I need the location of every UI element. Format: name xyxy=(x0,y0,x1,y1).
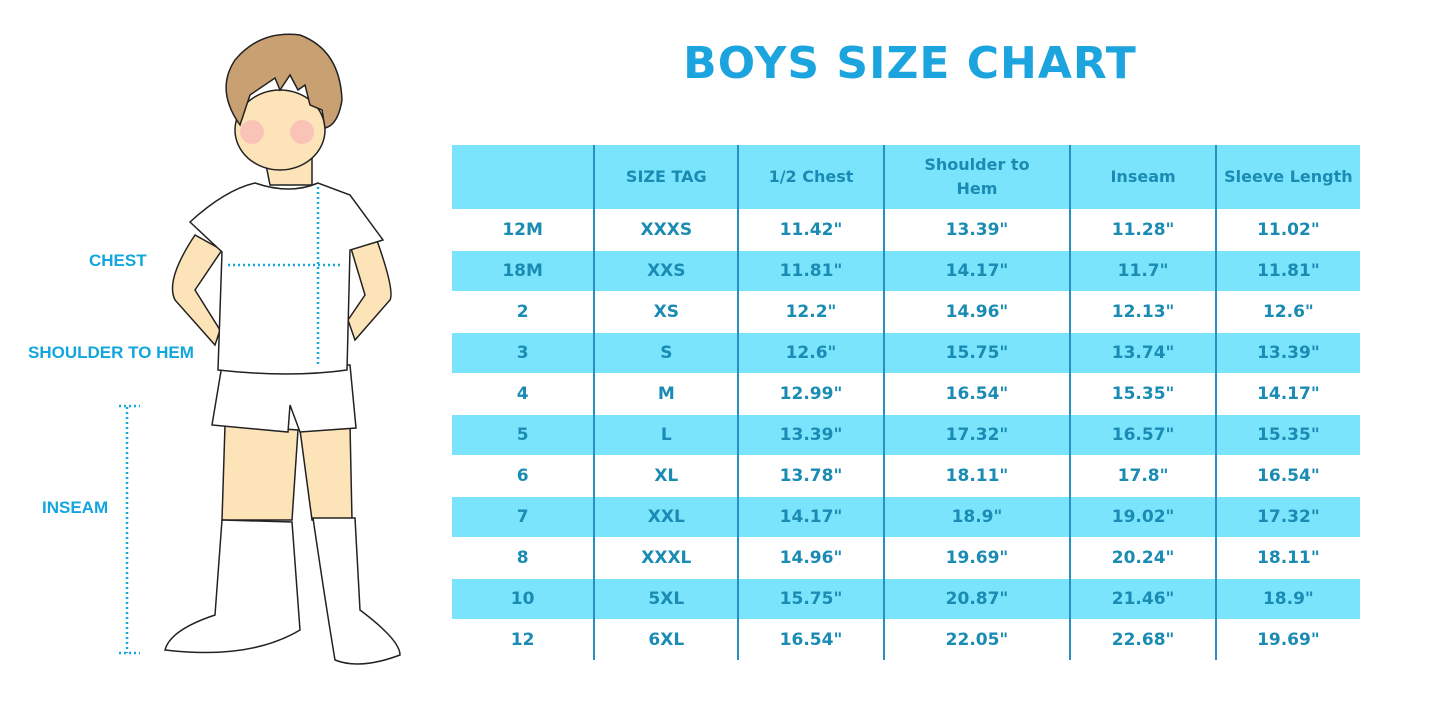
table-cell: 15.75" xyxy=(882,332,1071,374)
table-cell: 20.24" xyxy=(1069,537,1216,579)
table-cell: 15.35" xyxy=(1214,414,1360,456)
column-header: Sleeve Length xyxy=(1214,145,1360,210)
table-cell: 11.42" xyxy=(737,209,884,251)
column-header: SIZE TAG xyxy=(593,145,739,210)
chest-label: CHEST xyxy=(89,251,147,270)
table-cell: 18M xyxy=(452,250,595,292)
table-row: 12M XXXS 11.42" 13.39" 11.28" 11.02" xyxy=(452,209,1360,251)
table-row: 18M XXS 11.81" 14.17" 11.7" 11.81" xyxy=(452,250,1360,292)
table-cell: 16.57" xyxy=(1069,414,1216,456)
inseam-label: INSEAM xyxy=(42,498,109,517)
table-cell: 17.32" xyxy=(882,414,1071,456)
table-row: 10 5XL 15.75" 20.87" 21.46" 18.9" xyxy=(452,578,1360,620)
table-cell: 18.9" xyxy=(1214,578,1360,620)
table-cell: 18.9" xyxy=(882,496,1071,538)
table-cell: S xyxy=(593,332,739,374)
size-table: SIZE TAG 1/2 Chest Shoulder to Hem Inseam Sl… xyxy=(452,145,1360,660)
table-cell: 22.05" xyxy=(882,619,1071,660)
table-cell: 11.28" xyxy=(1069,209,1216,251)
table-row: 5 L 13.39" 17.32" 16.57" 15.35" xyxy=(452,414,1360,456)
table-cell: 13.74" xyxy=(1069,332,1216,374)
table-cell: 3 xyxy=(452,332,595,374)
column-header xyxy=(452,145,595,210)
column-header: 1/2 Chest xyxy=(737,145,884,210)
table-cell: 14.96" xyxy=(882,291,1071,333)
boy-illustration xyxy=(119,33,401,665)
table-cell: 19.69" xyxy=(882,537,1071,579)
table-cell: 16.54" xyxy=(882,373,1071,415)
table-cell: 2 xyxy=(452,291,595,333)
table-row: 8 XXXL 14.96" 19.69" 20.24" 18.11" xyxy=(452,537,1360,579)
table-cell: 8 xyxy=(452,537,595,579)
table-row: 12 6XL 16.54" 22.05" 22.68" 19.69" xyxy=(452,619,1360,660)
table-cell: XXXL xyxy=(593,537,739,579)
table-cell: 16.54" xyxy=(737,619,884,660)
table-cell: 6XL xyxy=(593,619,739,660)
table-cell: 13.78" xyxy=(737,455,884,497)
table-cell: 4 xyxy=(452,373,595,415)
table-cell: 21.46" xyxy=(1069,578,1216,620)
table-cell: XS xyxy=(593,291,739,333)
table-cell: 17.32" xyxy=(1214,496,1360,538)
table-cell: M xyxy=(593,373,739,415)
table-cell: 19.69" xyxy=(1214,619,1360,660)
table-cell: 16.54" xyxy=(1214,455,1360,497)
table-cell: 12.6" xyxy=(1214,291,1360,333)
table-cell: 19.02" xyxy=(1069,496,1216,538)
table-row: 7 XXL 14.17" 18.9" 19.02" 17.32" xyxy=(452,496,1360,538)
table-cell: 11.81" xyxy=(737,250,884,292)
table-row: 4 M 12.99" 16.54" 15.35" 14.17" xyxy=(452,373,1360,415)
table-cell: 5XL xyxy=(593,578,739,620)
table-cell: 15.35" xyxy=(1069,373,1216,415)
table-cell: 14.17" xyxy=(1214,373,1360,415)
table-cell: 11.7" xyxy=(1069,250,1216,292)
table-cell: 15.75" xyxy=(737,578,884,620)
table-cell: 18.11" xyxy=(1214,537,1360,579)
table-cell: 11.02" xyxy=(1214,209,1360,251)
table-cell: 12.99" xyxy=(737,373,884,415)
table-cell: XXL xyxy=(593,496,739,538)
table-cell: 12 xyxy=(452,619,595,660)
table-cell: 20.87" xyxy=(882,578,1071,620)
table-cell: 12M xyxy=(452,209,595,251)
table-cell: 6 xyxy=(452,455,595,497)
table-row: 2 XS 12.2" 14.96" 12.13" 12.6" xyxy=(452,291,1360,333)
table-cell: 11.81" xyxy=(1214,250,1360,292)
table-cell: XXXS xyxy=(593,209,739,251)
table-cell: 18.11" xyxy=(882,455,1071,497)
table-cell: L xyxy=(593,414,739,456)
table-cell: 12.2" xyxy=(737,291,884,333)
table-cell: XXS xyxy=(593,250,739,292)
column-header: Shoulder to Hem xyxy=(882,145,1071,210)
page-title: BOYS SIZE CHART xyxy=(683,38,1137,89)
table-header-row: SIZE TAG 1/2 Chest Shoulder to Hem Inseam Sl… xyxy=(452,145,1360,210)
table-cell: 14.96" xyxy=(737,537,884,579)
table-row: 6 XL 13.78" 18.11" 17.8" 16.54" xyxy=(452,455,1360,497)
column-header: Inseam xyxy=(1069,145,1216,210)
table-cell: 13.39" xyxy=(1214,332,1360,374)
table-cell: 13.39" xyxy=(737,414,884,456)
table-cell: 12.13" xyxy=(1069,291,1216,333)
table-row: 3 S 12.6" 15.75" 13.74" 13.39" xyxy=(452,332,1360,374)
table-cell: 10 xyxy=(452,578,595,620)
table-cell: 7 xyxy=(452,496,595,538)
table-cell: XL xyxy=(593,455,739,497)
table-cell: 14.17" xyxy=(882,250,1071,292)
table-cell: 17.8" xyxy=(1069,455,1216,497)
table-cell: 13.39" xyxy=(882,209,1071,251)
shoulder-to-hem-label: SHOULDER TO HEM xyxy=(28,343,194,362)
table-cell: 22.68" xyxy=(1069,619,1216,660)
table-cell: 12.6" xyxy=(737,332,884,374)
table-cell: 14.17" xyxy=(737,496,884,538)
table-cell: 5 xyxy=(452,414,595,456)
